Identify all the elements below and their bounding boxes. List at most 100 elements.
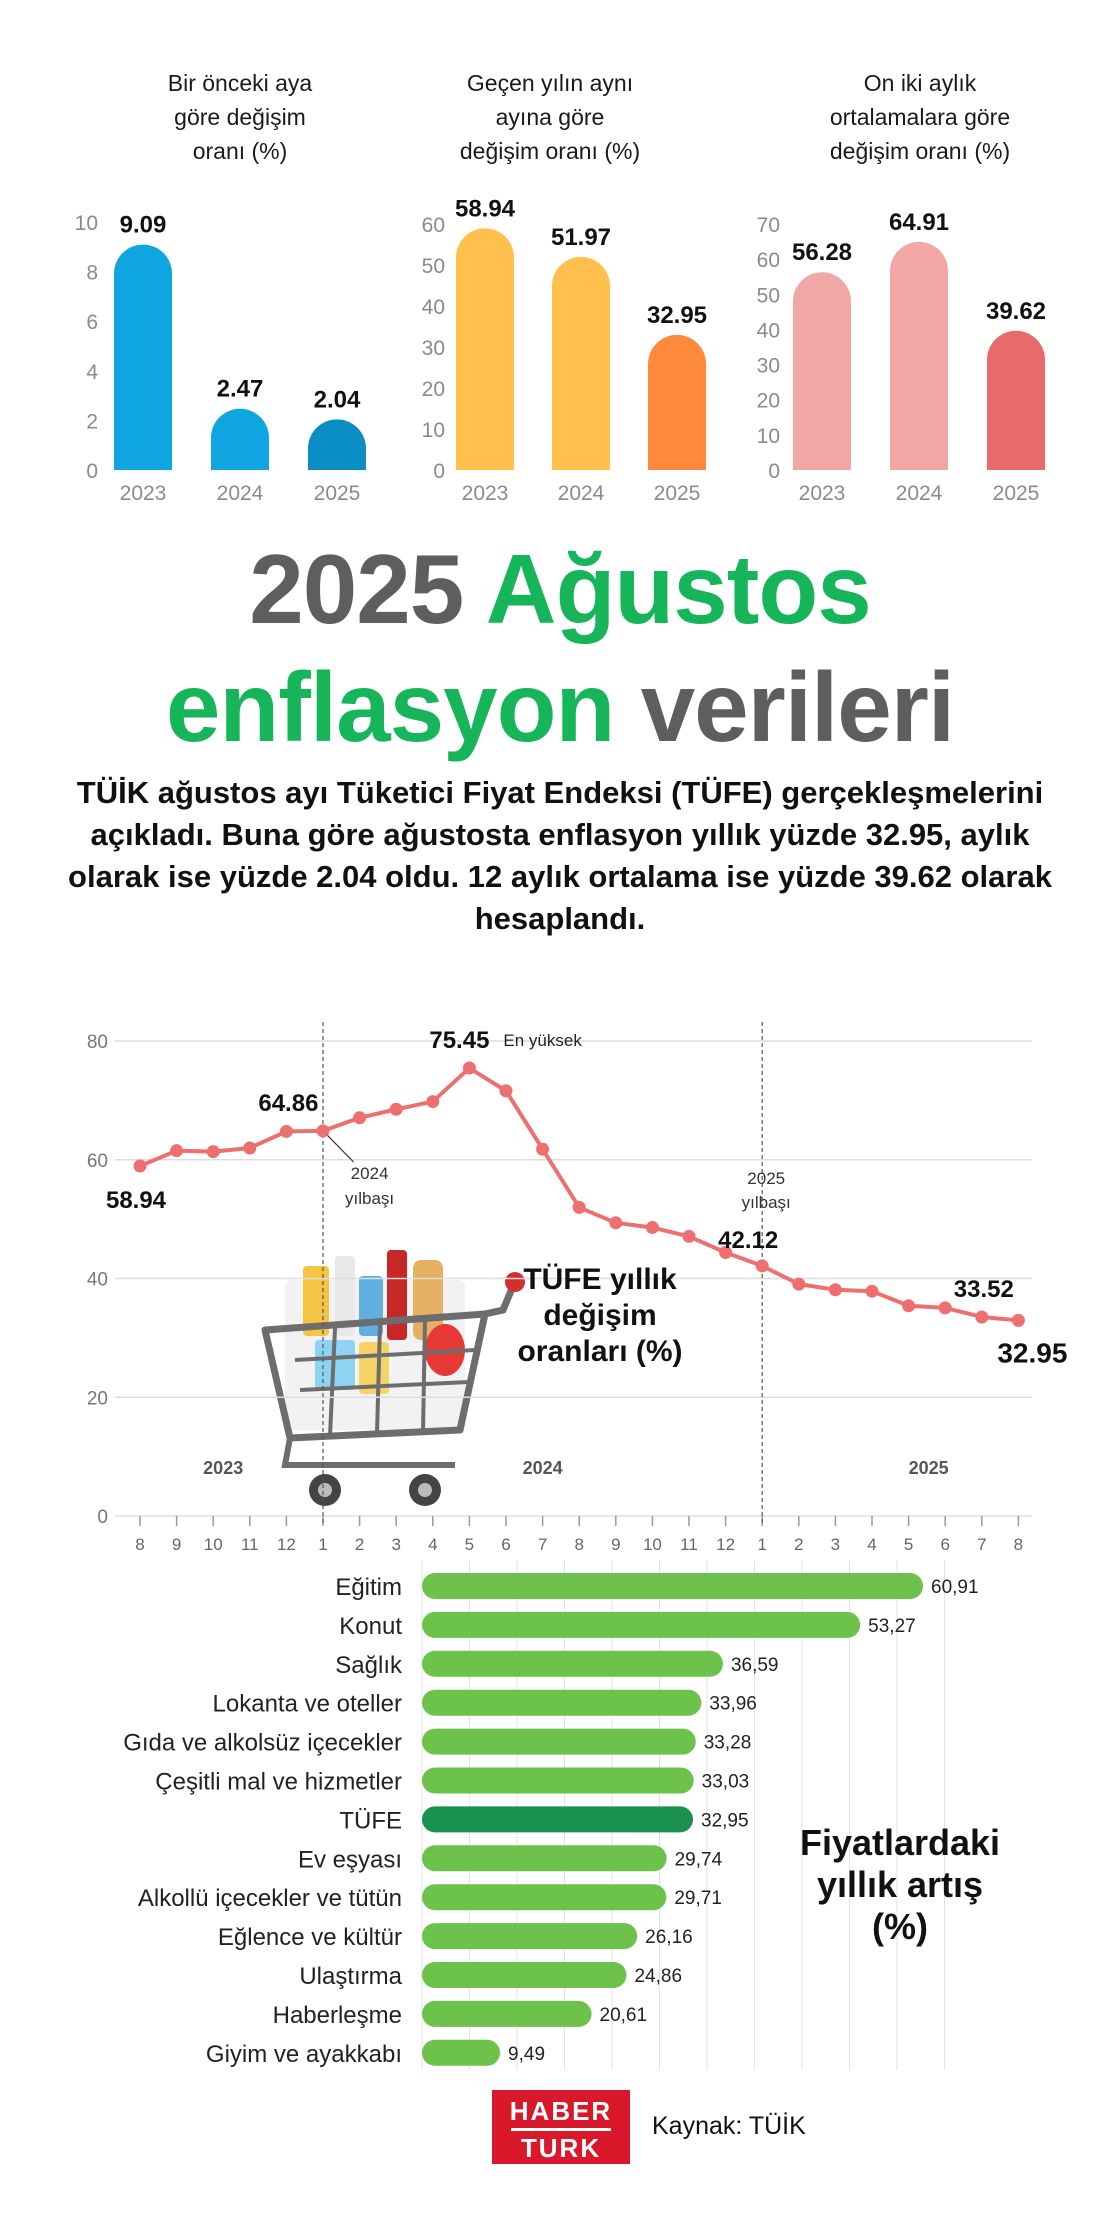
bar-Konut bbox=[422, 1611, 861, 1638]
bar-Lokanta ve oteller bbox=[422, 1689, 702, 1716]
headline: 2025 Ağustos enflasyon verileri bbox=[165, 534, 955, 762]
x-tick-label: 11 bbox=[241, 1535, 259, 1554]
bar-value-label: 29,71 bbox=[674, 1888, 722, 1909]
x-tick-label: 2024 bbox=[896, 482, 943, 505]
x-tick-label: 3 bbox=[391, 1535, 400, 1554]
data-point bbox=[170, 1144, 184, 1158]
data-point bbox=[938, 1301, 952, 1315]
bar-value-label: 53,27 bbox=[868, 1616, 916, 1637]
y-tick-label: 50 bbox=[422, 255, 445, 278]
haberturk-logo: HABER TURK bbox=[492, 2090, 630, 2164]
x-tick-label: 2025 bbox=[654, 482, 701, 505]
y-tick-label: 50 bbox=[757, 284, 780, 307]
y-tick-label: 0 bbox=[433, 460, 445, 483]
data-annotation: 64.86 bbox=[258, 1090, 318, 1117]
bar-value-label: 9.09 bbox=[120, 212, 167, 239]
x-tick-label: 10 bbox=[204, 1535, 223, 1554]
year-label: 2023 bbox=[203, 1458, 243, 1478]
bar-value-label: 33,03 bbox=[702, 1772, 750, 1793]
bar-value-label: 36,59 bbox=[731, 1655, 779, 1676]
bar-value-label: 51.97 bbox=[551, 224, 611, 251]
x-tick-label: 11 bbox=[680, 1535, 698, 1554]
x-tick-label: 8 bbox=[135, 1535, 144, 1554]
y-tick-label: 10 bbox=[75, 212, 98, 235]
bar-2025 bbox=[987, 330, 1045, 470]
x-tick-label: 4 bbox=[428, 1535, 437, 1554]
source-label: Kaynak: TÜİK bbox=[652, 2112, 806, 2140]
bar-Ulaştırma bbox=[422, 1962, 627, 1988]
bar-Haberleşme bbox=[422, 2000, 592, 2027]
data-point bbox=[389, 1102, 403, 1116]
y-tick-label: 30 bbox=[422, 337, 445, 360]
bar-2024 bbox=[211, 408, 269, 470]
x-tick-label: 2023 bbox=[462, 482, 509, 505]
data-point bbox=[572, 1200, 586, 1214]
bar-value-label: 33,28 bbox=[704, 1733, 752, 1754]
bar-value-label: 56.28 bbox=[792, 239, 852, 266]
y-tick-label: 6 bbox=[86, 311, 98, 334]
y-tick-label: 4 bbox=[86, 361, 98, 384]
intro-text: TÜİK ağustos ayı Tüketici Fiyat Endeksi … bbox=[68, 775, 1052, 936]
x-tick-label: 2 bbox=[794, 1535, 803, 1554]
data-point bbox=[133, 1159, 147, 1173]
hbar-chart-title: Fiyatlardaki yıllık artış (%) bbox=[799, 1822, 1001, 1947]
y-tick-label: 10 bbox=[757, 425, 780, 448]
bar-Çeşitli mal ve hizmetler bbox=[422, 1767, 694, 1794]
divider-pointer bbox=[326, 1134, 355, 1163]
bar-value-label: 39.62 bbox=[986, 298, 1046, 325]
category-label: Giyim ve ayakkabı bbox=[206, 2041, 402, 2068]
line-chart-title: TÜFE yıllık değişim oranları (%) bbox=[517, 1263, 683, 1368]
category-label: Ev eşyası bbox=[298, 1846, 402, 1873]
bar-2025 bbox=[648, 334, 706, 470]
data-point bbox=[1011, 1313, 1025, 1327]
y-tick-label: 0 bbox=[86, 460, 98, 483]
category-label: Konut bbox=[339, 1613, 402, 1640]
data-point bbox=[536, 1142, 550, 1156]
data-point bbox=[243, 1141, 257, 1155]
data-point bbox=[353, 1111, 367, 1125]
data-point bbox=[682, 1229, 696, 1243]
x-tick-label: 6 bbox=[501, 1535, 510, 1554]
category-label: Eğitim bbox=[335, 1574, 402, 1601]
x-tick-label: 1 bbox=[318, 1535, 327, 1554]
bar-2023 bbox=[114, 244, 172, 470]
x-tick-label: 6 bbox=[940, 1535, 949, 1554]
bar-value-label: 58.94 bbox=[455, 195, 516, 222]
data-point bbox=[499, 1084, 513, 1098]
bar-value-label: 64.91 bbox=[889, 209, 949, 236]
bar-Eğlence ve kültür bbox=[422, 1923, 638, 1950]
bar-value-label: 29,74 bbox=[675, 1849, 723, 1870]
shopping-cart-icon bbox=[261, 1250, 525, 1506]
data-point bbox=[316, 1124, 330, 1138]
chart2-title: Geçen yılın aynı ayına göre değişim oran… bbox=[459, 70, 641, 164]
y-tick-label: 0 bbox=[768, 460, 780, 483]
y-tick-label: 0 bbox=[97, 1507, 108, 1528]
x-tick-label: 7 bbox=[977, 1535, 986, 1554]
data-annotation: 33.52 bbox=[954, 1276, 1014, 1303]
year-label: 2024 bbox=[523, 1458, 563, 1478]
x-tick-label: 4 bbox=[867, 1535, 876, 1554]
x-tick-label: 9 bbox=[172, 1535, 181, 1554]
x-tick-label: 5 bbox=[465, 1535, 474, 1554]
x-tick-label: 2024 bbox=[217, 482, 264, 505]
y-tick-label: 60 bbox=[757, 249, 780, 272]
x-tick-label: 2023 bbox=[799, 482, 846, 505]
data-point bbox=[792, 1277, 806, 1291]
bar-2025 bbox=[308, 419, 366, 470]
data-annotation: 42.12 bbox=[718, 1227, 778, 1254]
x-tick-label: 2025 bbox=[993, 482, 1040, 505]
y-tick-label: 2 bbox=[86, 410, 98, 433]
bar-value-label: 2.04 bbox=[314, 386, 361, 413]
x-tick-label: 2 bbox=[355, 1535, 364, 1554]
x-tick-label: 5 bbox=[904, 1535, 913, 1554]
category-label: Ulaştırma bbox=[299, 1963, 402, 1990]
bar-2024 bbox=[552, 256, 610, 470]
bar-Eğitim bbox=[422, 1573, 923, 1599]
bar-Sağlık bbox=[422, 1650, 723, 1677]
divider-label: yılbaşı bbox=[742, 1193, 791, 1212]
category-label: Sağlık bbox=[335, 1652, 403, 1679]
bar-value-label: 60,91 bbox=[931, 1577, 979, 1598]
category-label: TÜFE bbox=[339, 1807, 402, 1834]
